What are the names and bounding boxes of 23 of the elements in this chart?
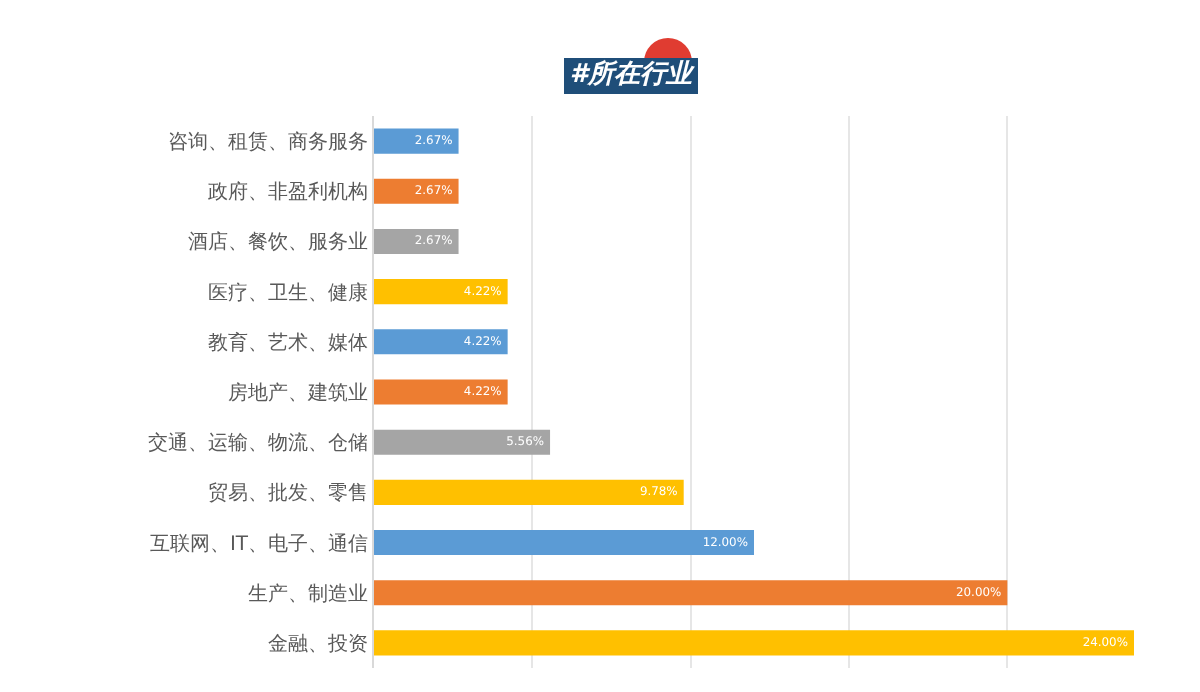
y-tick-label: 政府、非盈利机构 (208, 180, 368, 205)
y-tick-label: 生产、制造业 (248, 581, 368, 606)
bar (374, 329, 508, 355)
y-tick-label: 酒店、餐饮、服务业 (188, 230, 368, 255)
bar (374, 379, 508, 405)
y-tick-label: 贸易、批发、零售 (208, 481, 368, 506)
y-tick-label: 交通、运输、物流、仓储 (148, 431, 368, 456)
bar (374, 228, 459, 254)
y-tick-label: 互联网、IT、电子、通信 (149, 531, 368, 556)
chart-title: #所在行业 (564, 58, 699, 94)
y-tick-label: 教育、艺术、媒体 (208, 330, 368, 355)
y-tick-label: 咨询、租赁、商务服务 (168, 130, 368, 155)
bar (374, 128, 459, 154)
bar (374, 479, 684, 505)
y-tick-label: 房地产、建筑业 (228, 381, 368, 405)
y-tick-label: 金融、投资 (268, 631, 368, 656)
bar (374, 178, 459, 204)
bar (374, 279, 508, 305)
bar (374, 429, 551, 455)
bar (374, 580, 1008, 606)
y-tick-label: 医疗、卫生、健康 (208, 280, 368, 305)
bar (374, 530, 754, 556)
bar (374, 630, 1134, 656)
